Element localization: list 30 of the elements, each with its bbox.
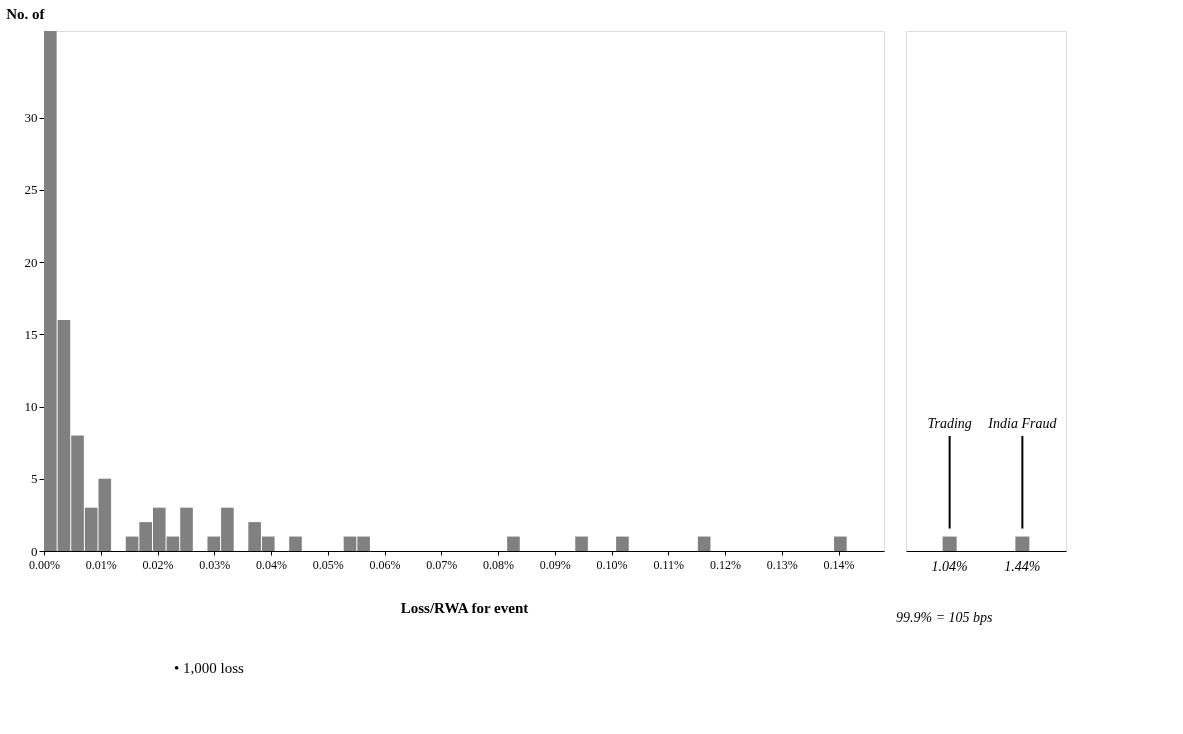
y-axis-title: No. of xyxy=(6,5,46,22)
x-tick-label: 0.13% xyxy=(766,557,798,572)
x-tick-label: 0.08% xyxy=(483,557,515,572)
x-tick-label: 0.12% xyxy=(710,557,742,572)
x-tick-label: 1.44% xyxy=(1004,558,1041,574)
x-tick-label: 0.07% xyxy=(426,557,458,572)
y-tick-label: 10 xyxy=(24,399,38,415)
x-tick-label: 0.14% xyxy=(823,557,855,572)
y-tick-label: 20 xyxy=(24,254,38,270)
annotation: Trading xyxy=(927,416,972,431)
x-tick-label: 0.02% xyxy=(142,557,174,572)
text: 99.9% = 105 bps xyxy=(896,610,994,625)
x-axis-title: Loss/RWA for event xyxy=(400,599,529,616)
x-tick-label: 0.09% xyxy=(539,557,571,572)
x-tick-label: 1.04% xyxy=(931,558,968,574)
x-tick-label: 0.06% xyxy=(369,557,401,572)
x-tick-label: 0.04% xyxy=(256,557,288,572)
annotation: India Fraud xyxy=(987,416,1058,431)
x-tick-label: 0.11% xyxy=(653,557,685,572)
x-tick-label: 0.05% xyxy=(312,557,344,572)
x-tick-label: 0.03% xyxy=(199,557,231,572)
y-tick-label: 25 xyxy=(24,182,38,198)
x-tick-label: 0.00% xyxy=(29,557,60,572)
y-tick-label: 0 xyxy=(31,543,38,559)
x-tick-label: 0.10% xyxy=(596,557,628,572)
y-tick-label: 30 xyxy=(24,110,38,126)
y-tick-label: 5 xyxy=(31,471,38,487)
y-tick-label: 15 xyxy=(24,326,38,342)
x-tick-label: 0.01% xyxy=(85,557,117,572)
text: • 1,000 loss xyxy=(174,660,245,676)
